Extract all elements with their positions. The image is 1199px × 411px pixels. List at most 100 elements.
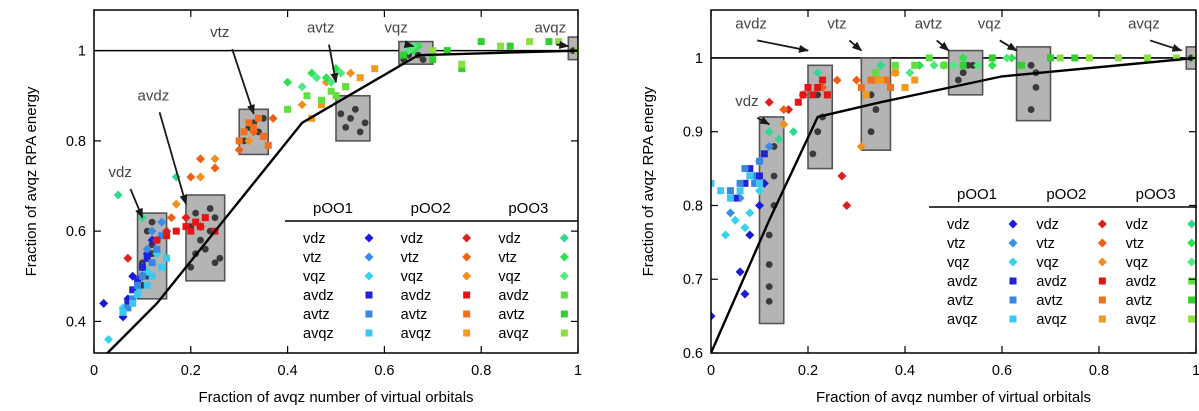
data-point xyxy=(740,289,750,299)
x-tick-label: 0.2 xyxy=(181,363,201,379)
data-point xyxy=(929,60,939,70)
legend-marker xyxy=(559,233,569,243)
data-point xyxy=(1002,53,1012,63)
data-point xyxy=(755,200,764,210)
data-point xyxy=(104,334,114,344)
data-point xyxy=(856,141,866,151)
data-point xyxy=(181,213,191,223)
reference-point xyxy=(206,205,214,212)
x-tick-label: 1 xyxy=(574,363,582,379)
reference-point xyxy=(814,128,822,136)
annotation-label: avdz xyxy=(735,15,767,32)
legend-marker xyxy=(1098,277,1106,285)
data-point xyxy=(813,68,823,78)
x-tick-label: 0.8 xyxy=(471,363,491,379)
data-point xyxy=(342,83,350,91)
annotation-label: vqz xyxy=(978,15,1001,32)
data-point xyxy=(283,77,293,87)
legend-label: vdz xyxy=(401,231,424,247)
data-point xyxy=(764,127,774,137)
data-point xyxy=(119,308,127,316)
data-point xyxy=(721,230,731,240)
data-point xyxy=(99,298,109,308)
legend-label: vtz xyxy=(401,250,420,266)
annotation-arrow xyxy=(936,39,950,52)
data-point xyxy=(891,69,899,77)
reference-point xyxy=(356,128,364,136)
legend-label: vqz xyxy=(498,269,521,285)
legend-label: vtz xyxy=(303,250,322,266)
annotation-arrow xyxy=(757,39,809,53)
data-point xyxy=(182,223,190,231)
data-point xyxy=(312,73,322,83)
data-point xyxy=(153,245,161,253)
reference-point xyxy=(954,76,962,84)
data-point xyxy=(124,304,132,312)
reference-point xyxy=(211,259,219,267)
annotation-arrow xyxy=(848,39,863,52)
data-point xyxy=(235,137,243,145)
y-tick-label: 0.4 xyxy=(66,314,86,330)
legend-marker xyxy=(1098,315,1106,323)
plot-frame xyxy=(710,9,1197,354)
legend-label: avdz xyxy=(947,274,978,290)
reference-point xyxy=(351,105,359,113)
data-point xyxy=(157,217,167,227)
legend-marker xyxy=(462,233,472,243)
data-point xyxy=(477,38,485,46)
legend-marker xyxy=(559,271,569,281)
data-point xyxy=(1071,54,1079,62)
data-point xyxy=(746,165,754,173)
data-point xyxy=(958,53,968,63)
y-tick-label: 0.6 xyxy=(683,346,703,362)
reference-point xyxy=(770,172,778,180)
data-point xyxy=(1056,54,1064,62)
legend-marker xyxy=(1097,257,1107,267)
legend-marker xyxy=(560,291,568,299)
annotation-arrow xyxy=(129,188,144,219)
legend-marker xyxy=(1008,238,1018,248)
data-point xyxy=(210,163,220,173)
data-point xyxy=(764,97,774,107)
legend-label: vdz xyxy=(303,231,326,247)
data-point xyxy=(327,87,335,95)
fit-line xyxy=(105,49,578,353)
legend-marker xyxy=(1008,219,1018,229)
data-point xyxy=(129,299,137,307)
x-tick-label: 1 xyxy=(1192,363,1199,379)
data-point xyxy=(857,83,865,91)
data-point xyxy=(147,226,157,236)
data-point xyxy=(443,47,451,55)
y-tick-label: 0.9 xyxy=(683,125,703,141)
data-point xyxy=(255,114,263,122)
reference-point xyxy=(1027,106,1035,113)
data-point xyxy=(1047,54,1054,62)
y-tick-label: 1 xyxy=(695,51,703,67)
right-chart: vdz avdz vtz avtz vqz avqz pOO1 pOO2 pOO3 vdz vdz v… xyxy=(640,9,1199,406)
legend-label: avtz xyxy=(498,307,525,323)
data-point xyxy=(987,60,997,70)
data-point xyxy=(134,277,142,285)
data-point xyxy=(297,100,307,110)
legend-marker xyxy=(1097,238,1107,248)
reference-point xyxy=(211,214,219,222)
legend-label: vtz xyxy=(947,236,966,252)
data-point xyxy=(142,244,152,254)
data-point xyxy=(264,141,272,149)
data-point xyxy=(356,74,364,82)
data-point xyxy=(148,259,156,267)
data-point xyxy=(163,254,171,262)
legend-marker xyxy=(462,271,472,281)
annotation-label: avtz xyxy=(307,20,335,37)
reference-point xyxy=(201,245,209,253)
data-point xyxy=(774,134,784,144)
data-point xyxy=(745,208,755,218)
annotation-arrow xyxy=(1149,39,1183,52)
y-tick-label: 1 xyxy=(78,44,86,60)
reference-point xyxy=(216,254,224,262)
reference-point xyxy=(143,227,151,235)
legend-marker xyxy=(364,233,374,243)
annotation-arrow xyxy=(328,44,339,84)
data-point xyxy=(138,263,146,271)
reference-point xyxy=(187,263,195,271)
